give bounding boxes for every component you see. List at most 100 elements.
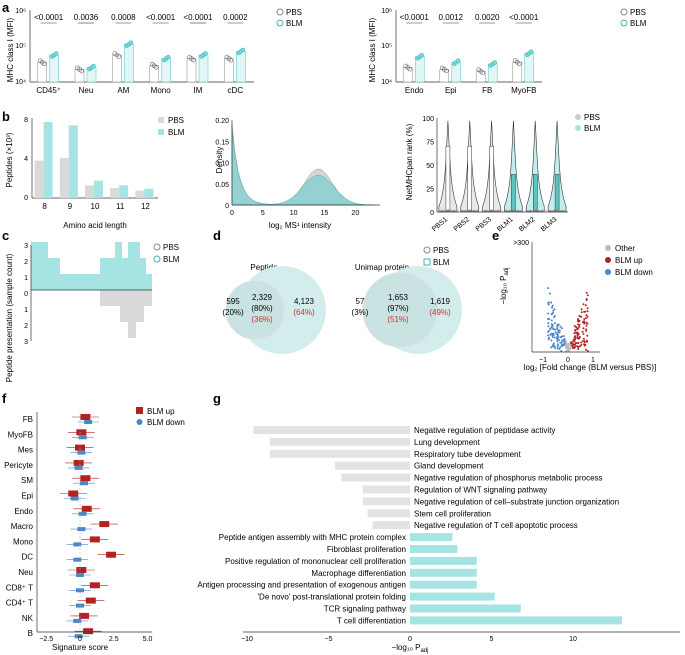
e-point xyxy=(554,322,556,325)
b-violin-shape xyxy=(525,120,545,212)
e-point xyxy=(573,325,576,327)
f-xtick: −2.5 xyxy=(39,636,53,643)
a-left-pvalue: 0.0002 xyxy=(223,13,248,22)
f-row-label: Mono xyxy=(13,537,34,546)
e-point xyxy=(547,318,549,320)
a-left-xtick-label: AM xyxy=(117,86,129,95)
e-legend-down: BLM down xyxy=(615,268,653,277)
c-bar-blm xyxy=(133,242,140,290)
c-ytick: 1 xyxy=(24,275,28,282)
b-density-ytick: 0 xyxy=(225,203,229,210)
a-right-xtick-label: MyoFB xyxy=(511,86,536,95)
a-legend-blm: BLM xyxy=(286,19,303,28)
e-point xyxy=(583,318,586,321)
e-point xyxy=(583,340,586,343)
a-right-xtick-label: FB xyxy=(482,86,492,95)
a-right-ytick-top: 10⁶ xyxy=(381,8,392,15)
a-left-point-pbs xyxy=(116,54,122,59)
panel-letter-a: a xyxy=(2,0,10,15)
e-point xyxy=(569,347,572,350)
d-legend-pbs: PBS xyxy=(433,246,449,255)
f-box-down xyxy=(76,588,84,593)
a-left-bar-blm xyxy=(236,51,246,83)
a-right-point-blm xyxy=(419,53,424,58)
e-point xyxy=(558,329,561,332)
b-violin-legend-blm-marker xyxy=(575,125,581,131)
e-point xyxy=(550,312,553,315)
e-point xyxy=(551,344,554,347)
e-xlabel: log₂ [Fold change (BLM versus PBS)] xyxy=(524,363,657,372)
d-venn1-right-red: (64%) xyxy=(293,308,315,317)
g-bar xyxy=(269,437,410,446)
e-point xyxy=(564,340,567,343)
g-term-label: Negative regulation of peptidase activit… xyxy=(414,426,555,435)
e-point xyxy=(555,332,558,335)
f-row-label: Mes xyxy=(18,446,33,455)
g-bar xyxy=(410,533,453,542)
a-left-bar-pbs xyxy=(112,54,122,83)
e-point xyxy=(547,301,550,304)
g-bar xyxy=(269,449,410,458)
e-point xyxy=(586,307,589,310)
f-box-up xyxy=(76,429,87,436)
b-legend-blm: BLM xyxy=(168,128,185,137)
g-term-label: Fibroblast proliferation xyxy=(327,545,406,554)
e-point xyxy=(558,348,561,350)
c-ytick: 2 xyxy=(24,259,28,266)
e-point xyxy=(559,336,562,339)
a-left-bar-pbs xyxy=(149,65,159,83)
e-point xyxy=(577,320,580,323)
e-point xyxy=(558,339,560,342)
b-violin-legend-pbs-marker xyxy=(575,114,581,120)
f-box-up xyxy=(80,475,91,482)
b-density-xlabel: log₂ MS¹ intensity xyxy=(269,221,331,230)
a-left-point-blm xyxy=(128,40,134,45)
f-box-down xyxy=(74,634,83,639)
b-bar-pbs xyxy=(59,158,69,198)
e-point xyxy=(557,329,560,332)
f-row-label: Endo xyxy=(14,507,33,516)
f-box-up xyxy=(75,444,85,451)
c-bar-pbs xyxy=(144,290,152,306)
panel-letter-c: c xyxy=(2,228,9,243)
e-point xyxy=(585,324,588,327)
e-point xyxy=(559,325,562,328)
panel-letter-b: b xyxy=(2,109,10,124)
d-venn1-mid-pct: (80%) xyxy=(251,304,273,313)
f-row-label: Epi xyxy=(21,492,33,501)
e-point xyxy=(557,343,559,346)
e-point xyxy=(553,328,556,331)
a-left-xtick-label: CD45⁺ xyxy=(36,86,61,95)
b-density-xtick: 15 xyxy=(321,210,329,217)
d-venn2-mid-red: (51%) xyxy=(387,315,409,324)
f-row-label: MyoFB xyxy=(8,430,33,439)
d-venn2-right: 1,619 xyxy=(430,297,451,306)
g-term-label: Regulation of WNT signaling pathway xyxy=(414,486,547,495)
c-bar-blm xyxy=(128,242,133,290)
e-point xyxy=(554,347,557,350)
a-right-point-blm xyxy=(492,60,497,65)
e-xtick: 0 xyxy=(566,357,570,364)
g-xlabel: −log₁₀ Padj xyxy=(392,643,429,654)
b-violin-ylabel: NetMHCpan rank (%) xyxy=(405,123,414,200)
a-left-point-blm xyxy=(53,51,59,56)
a-right-ylabel: MHC class I (MFI) xyxy=(368,17,377,82)
e-point xyxy=(583,320,585,323)
a-right-legend-blm-marker xyxy=(620,19,628,27)
e-point xyxy=(577,323,579,326)
a-left-point-pbs xyxy=(191,57,196,63)
b-density-ytick: 0.15 xyxy=(215,139,229,146)
b-bar-pbs xyxy=(110,188,120,198)
c-legend-pbs: PBS xyxy=(163,243,179,252)
e-legend-up: BLM up xyxy=(615,256,643,265)
b-legend-pbs: PBS xyxy=(168,116,184,125)
f-xtick: 0 xyxy=(78,636,82,643)
f-box-up xyxy=(106,551,117,558)
e-point xyxy=(577,327,580,330)
e-point xyxy=(547,303,550,306)
e-point xyxy=(560,327,563,330)
e-point xyxy=(550,301,553,304)
f-legend-up-marker xyxy=(136,407,143,414)
e-point xyxy=(578,323,581,326)
e-legend-other-marker xyxy=(605,245,611,251)
